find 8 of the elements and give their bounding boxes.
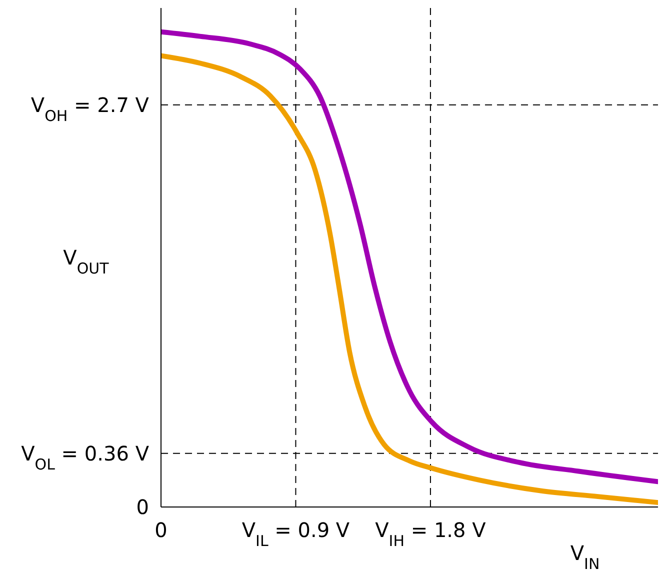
x-axis-title: V$_{IN}$ [570,541,600,573]
y-axis-title: V$_{OUT}$ [63,246,110,278]
x-tick-label: 0 [154,518,168,542]
y-tick-label: V$_{OH}$ = 2.7 V [30,92,150,125]
y-tick-label: V$_{OL}$ = 0.36 V [21,441,150,474]
x-tick-label: V$_{IH}$ = 1.8 V [375,518,486,550]
x-tick-label: V$_{IL}$ = 0.9 V [242,518,350,550]
y-tick-label: 0 [136,495,149,519]
